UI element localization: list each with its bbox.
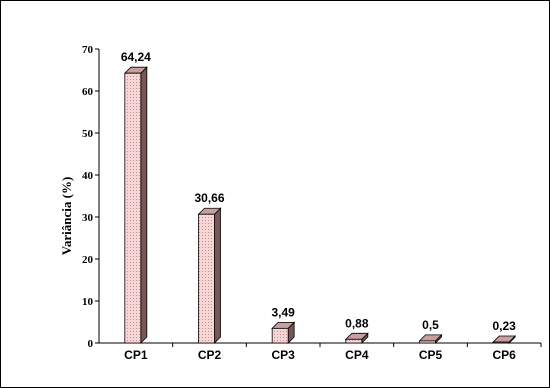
y-tick-label: 30 [82,212,94,224]
x-tick-label: CP4 [345,348,369,362]
x-tick-label: CP2 [198,348,222,362]
bar-cp1 [123,66,148,344]
data-label: 0,88 [345,316,369,330]
data-label: 3,49 [271,305,295,319]
bar-front [419,340,436,344]
bar-cp4 [344,332,369,344]
x-tick-label: CP1 [124,348,148,362]
bar-side [140,66,148,344]
y-tick-label: 40 [82,170,94,182]
bar-front [198,213,215,344]
bar-front [345,338,363,344]
y-tick-label: 10 [82,296,94,308]
data-labels: 64,24 CP1 30,66 CP2 3,49 CP3 0,88 CP4 0,5 CP5 0,23… [121,50,516,362]
y-tick-label: 60 [82,86,94,98]
data-label: 30,66 [194,191,224,205]
bar-cp6 [492,335,517,344]
y-axis-title: Variância (%) [59,177,74,256]
data-label: 64,24 [121,50,151,64]
bar-cp5 [418,333,443,344]
bar-cp2 [197,207,222,344]
y-tick-label: 0 [88,338,94,350]
bar-top [492,335,517,343]
x-tick-label: CP3 [271,348,295,362]
axes: 0 10 20 30 40 50 60 70 [82,44,542,350]
bar-side [214,207,221,344]
y-tick-label: 50 [82,128,94,140]
bar-cp3 [271,321,296,344]
bar-front [124,72,142,344]
data-label: 0,23 [492,319,516,333]
bar-front [271,327,289,344]
bars [123,66,517,344]
y-tick-label: 70 [82,44,94,56]
data-label: 0,5 [422,318,439,332]
x-tick-label: CP6 [492,348,516,362]
y-tick-label: 20 [82,254,94,266]
x-tick-label: CP5 [419,348,443,362]
bar-front [492,341,510,344]
